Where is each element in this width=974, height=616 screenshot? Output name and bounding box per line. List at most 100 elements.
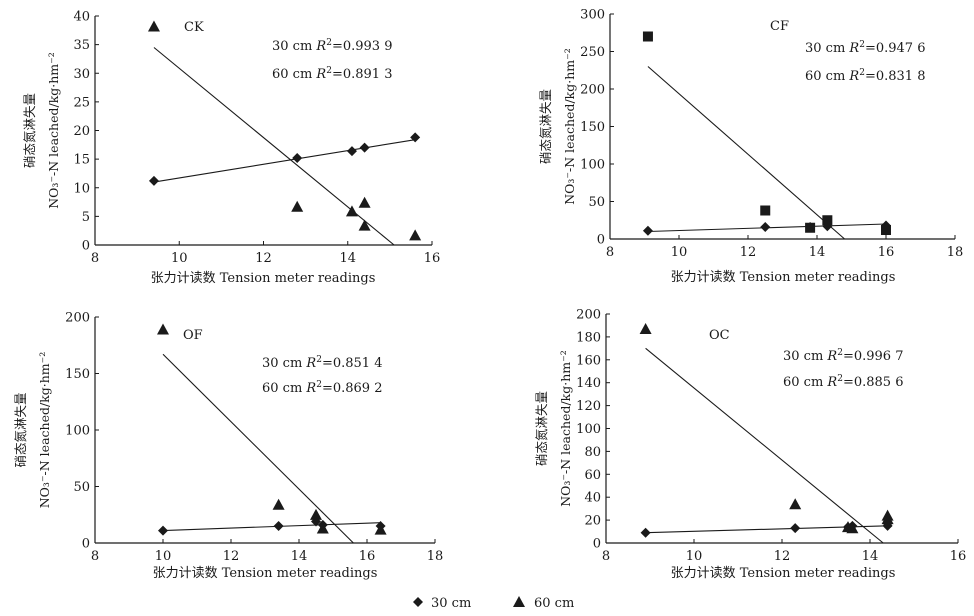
x-tick-label: 8 — [606, 245, 614, 260]
data-point-60cm — [316, 522, 329, 534]
data-point-30cm — [292, 152, 303, 163]
data-point-60cm — [846, 522, 859, 534]
x-tick-label: 10 — [686, 549, 703, 564]
y-tick-label: 10 — [73, 181, 90, 196]
x-tick-label: 16 — [359, 549, 376, 564]
panel-title: CK — [184, 20, 204, 35]
y-axis-label-cn: 硝态氮淋失量 — [22, 93, 37, 168]
y-tick-label: 30 — [73, 67, 90, 82]
y-tick-label: 5 — [82, 210, 90, 225]
y-tick-label: 100 — [65, 424, 90, 439]
data-point-60cm — [409, 229, 422, 241]
legend-diamond-marker — [413, 597, 423, 607]
x-tick-label: 10 — [171, 251, 188, 266]
panel-ck: 0 5 10 15 20 25 30 35 40 8 10 12 14 16 张力计读数 Tension m… — [22, 10, 440, 287]
y-tick-label: 25 — [73, 95, 90, 110]
x-tick-label: 14 — [809, 245, 826, 260]
data-point-60cm — [358, 219, 371, 231]
y-tick-label: 40 — [584, 491, 601, 506]
data-point-60cm — [881, 225, 891, 235]
x-tick-label: 12 — [774, 549, 791, 564]
data-point-60cm — [345, 205, 358, 217]
x-axis-label: 张力计读数 Tension meter readings — [671, 566, 896, 581]
y-axis-label-en: NO₃⁻-N leached/kg·hm⁻² — [558, 350, 573, 507]
r2-label-60cm: 60 cm R2=0.891 3 — [272, 66, 392, 82]
data-point-30cm — [760, 222, 771, 232]
y-tick-label: 50 — [588, 195, 605, 210]
data-point-30cm — [158, 525, 168, 536]
panel-cf: 0 50 100 150 200 250 300 8 10 12 14 16 18 张力计读数 Tensi… — [538, 8, 963, 286]
y-tick-label: 0 — [593, 537, 601, 552]
x-tick-label: 16 — [878, 245, 895, 260]
y-tick-label: 80 — [584, 445, 601, 460]
data-point-60cm — [310, 508, 322, 520]
y-axis-label-cn: 硝态氮淋失量 — [534, 391, 549, 466]
data-point-30cm — [790, 523, 801, 534]
data-point-30cm — [148, 175, 159, 186]
y-axis-label-cn: 硝态氮淋失量 — [13, 392, 28, 467]
y-tick-label: 15 — [73, 153, 90, 168]
data-point-60cm — [374, 523, 387, 535]
x-tick-label: 18 — [427, 549, 444, 564]
data-point-30cm — [359, 142, 370, 153]
y-tick-label: 0 — [82, 537, 90, 552]
fit-line-60cm — [162, 353, 354, 544]
y-axis-label-en: NO₃⁻-N leached/kg·hm⁻² — [37, 352, 52, 509]
y-tick-label: 200 — [65, 311, 90, 326]
y-tick-label: 200 — [576, 308, 601, 323]
data-point-60cm — [157, 323, 169, 335]
panel-of: 0 50 100 150 200 8 10 12 14 16 18 张力计读数 Tension met… — [13, 311, 443, 582]
y-tick-label: 150 — [65, 367, 90, 382]
panel-title: OC — [709, 328, 730, 343]
y-tick-label: 20 — [584, 514, 601, 529]
x-tick-label: 14 — [339, 251, 356, 266]
y-tick-label: 150 — [580, 120, 605, 135]
legend-30cm-label: 30 cm — [431, 596, 471, 611]
data-point-30cm — [273, 521, 284, 532]
x-tick-label: 14 — [862, 549, 879, 564]
y-tick-label: 0 — [82, 239, 90, 254]
fit-line-30cm — [162, 522, 381, 532]
data-point-60cm — [760, 205, 771, 216]
legend-triangle-marker — [513, 596, 525, 607]
y-tick-label: 60 — [584, 468, 601, 483]
r2-label-30cm: 30 cm R2=0.851 4 — [262, 355, 382, 371]
x-tick-label: 12 — [255, 251, 272, 266]
fit-line-60cm — [645, 347, 884, 544]
r2-label-30cm: 30 cm R2=0.996 7 — [783, 348, 903, 364]
y-tick-label: 50 — [73, 480, 90, 495]
y-axis-label-cn: 硝态氮淋失量 — [538, 89, 553, 164]
y-tick-label: 300 — [580, 8, 605, 23]
data-point-60cm — [642, 31, 653, 42]
y-tick-label: 200 — [580, 83, 605, 98]
legend: 30 cm 60 cm — [413, 596, 574, 611]
r2-label-60cm: 60 cm R2=0.885 6 — [783, 374, 903, 390]
x-tick-label: 16 — [950, 549, 967, 564]
y-tick-label: 160 — [576, 353, 601, 368]
y-tick-label: 100 — [580, 158, 605, 173]
x-tick-label: 12 — [223, 549, 240, 564]
x-tick-label: 10 — [671, 245, 688, 260]
data-point-60cm — [805, 222, 816, 233]
data-point-60cm — [147, 20, 160, 32]
fit-line-30cm — [153, 139, 416, 183]
x-tick-label: 8 — [602, 549, 610, 564]
x-tick-label: 12 — [740, 245, 757, 260]
data-point-30cm — [346, 146, 357, 157]
y-tick-label: 0 — [597, 233, 605, 248]
x-tick-label: 18 — [947, 245, 964, 260]
data-point-60cm — [639, 323, 652, 335]
data-point-60cm — [358, 196, 371, 208]
y-tick-label: 40 — [73, 10, 90, 25]
r2-label-30cm: 30 cm R2=0.993 9 — [272, 38, 392, 54]
data-point-30cm — [642, 225, 653, 236]
data-point-60cm — [272, 498, 285, 510]
y-tick-label: 250 — [580, 45, 605, 60]
r2-label-60cm: 60 cm R2=0.831 8 — [805, 68, 925, 84]
x-tick-label: 8 — [91, 251, 99, 266]
x-tick-label: 8 — [91, 549, 99, 564]
x-tick-label: 14 — [291, 549, 308, 564]
data-point-60cm — [881, 513, 894, 525]
data-point-60cm — [822, 215, 833, 226]
